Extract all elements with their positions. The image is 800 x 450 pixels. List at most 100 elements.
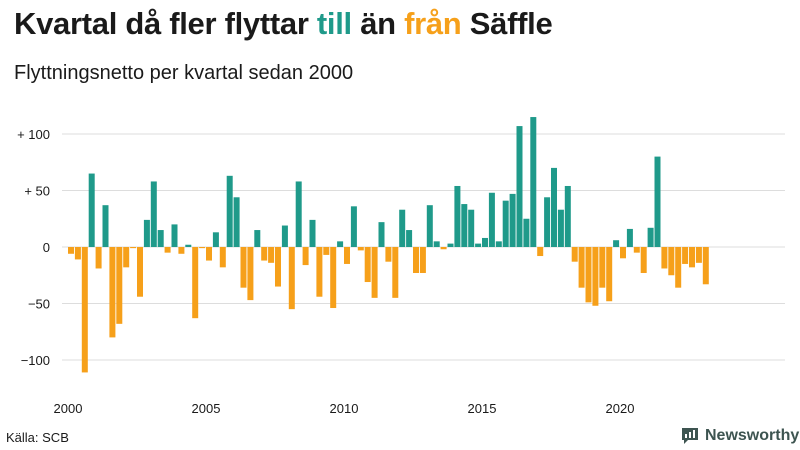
bar: [613, 240, 620, 247]
bar: [668, 247, 675, 276]
bar: [544, 197, 551, 247]
bar: [475, 243, 482, 247]
bar: [426, 205, 433, 247]
bar: [571, 247, 578, 262]
bar: [178, 247, 185, 254]
bar: [599, 247, 606, 288]
chart-title: Kvartal då fler flyttar till än från Säf…: [14, 6, 553, 42]
bar: [281, 225, 288, 247]
bar: [461, 204, 468, 247]
bar: [226, 175, 233, 247]
bar: [509, 193, 516, 247]
bar: [392, 247, 399, 298]
title-part-2: än: [351, 6, 405, 41]
y-tick-label: −50: [28, 297, 50, 312]
x-tick-label: 2005: [192, 401, 221, 416]
bar: [150, 181, 157, 247]
bar: [537, 247, 544, 257]
bar: [502, 200, 509, 247]
bar: [171, 224, 178, 247]
bar: [419, 247, 426, 273]
bar: [199, 247, 206, 249]
bar-chart: + 100 + 50 0 −50 −100 2000 2005 2010 2015 2020: [17, 117, 785, 416]
bar: [406, 230, 413, 247]
bar: [350, 206, 357, 247]
bar: [557, 209, 564, 247]
bar: [592, 247, 599, 306]
bar: [337, 241, 344, 247]
bar: [585, 247, 592, 303]
bar: [254, 230, 261, 247]
bar: [488, 192, 495, 247]
bar: [295, 181, 302, 247]
bar: [102, 205, 109, 247]
bar: [219, 247, 226, 268]
bar: [523, 218, 530, 247]
bar: [551, 167, 557, 247]
bar: [433, 241, 440, 247]
bar: [212, 232, 219, 247]
bar: [268, 247, 275, 263]
x-tick-label: 2010: [330, 401, 359, 416]
x-tick-label: 2020: [606, 401, 635, 416]
bar: [344, 247, 350, 264]
bar: [143, 219, 150, 247]
bar: [109, 247, 116, 338]
bar: [654, 156, 661, 247]
bar: [206, 247, 212, 261]
bar: [578, 247, 585, 288]
bar: [482, 237, 488, 247]
bar: [275, 247, 281, 287]
bar: [309, 219, 316, 247]
bar: [288, 247, 295, 310]
bar: [564, 185, 571, 247]
bar: [123, 247, 130, 268]
title-part-1: Kvartal då fler flyttar: [14, 6, 317, 41]
bar: [137, 247, 143, 297]
brand: Newsworthy: [680, 426, 799, 446]
bar: [323, 247, 330, 255]
bar: [647, 227, 654, 247]
bar: [357, 247, 364, 251]
bar: [88, 173, 95, 247]
bar: [682, 247, 689, 264]
bar: [364, 247, 371, 283]
title-word-till: till: [316, 6, 352, 41]
bar: [316, 247, 323, 297]
bar: [640, 247, 647, 273]
bar: [626, 228, 633, 247]
title-part-3: Säffle: [461, 6, 553, 41]
x-tick-label: 2015: [468, 401, 497, 416]
bar: [247, 247, 254, 301]
bar: [516, 126, 523, 247]
bar: [661, 247, 668, 269]
bar: [454, 185, 461, 247]
bar: [74, 247, 81, 260]
bar: [130, 247, 137, 249]
bars: [68, 117, 709, 373]
bar: [530, 117, 537, 247]
bar: [261, 247, 268, 261]
bar: [495, 241, 502, 247]
bar: [413, 247, 419, 273]
bar: [330, 247, 337, 309]
bar: [675, 247, 682, 288]
bar: [447, 243, 454, 247]
chart-subtitle: Flyttningsnetto per kvartal sedan 2000: [14, 62, 354, 84]
bar: [468, 209, 475, 247]
bar: [620, 247, 626, 259]
bar: [157, 230, 164, 247]
bar: [116, 247, 123, 324]
bar: [633, 247, 640, 253]
x-axis-labels: 2000 2005 2010 2015 2020: [54, 401, 635, 416]
bar: [95, 247, 102, 269]
bar: [233, 197, 240, 247]
bar: [689, 247, 695, 268]
bar: [192, 247, 199, 319]
bar: [185, 244, 192, 247]
bar: [606, 247, 613, 302]
bar: [702, 247, 709, 285]
bar: [240, 247, 247, 288]
brand-name: Newsworthy: [705, 427, 800, 444]
bar: [371, 247, 378, 298]
